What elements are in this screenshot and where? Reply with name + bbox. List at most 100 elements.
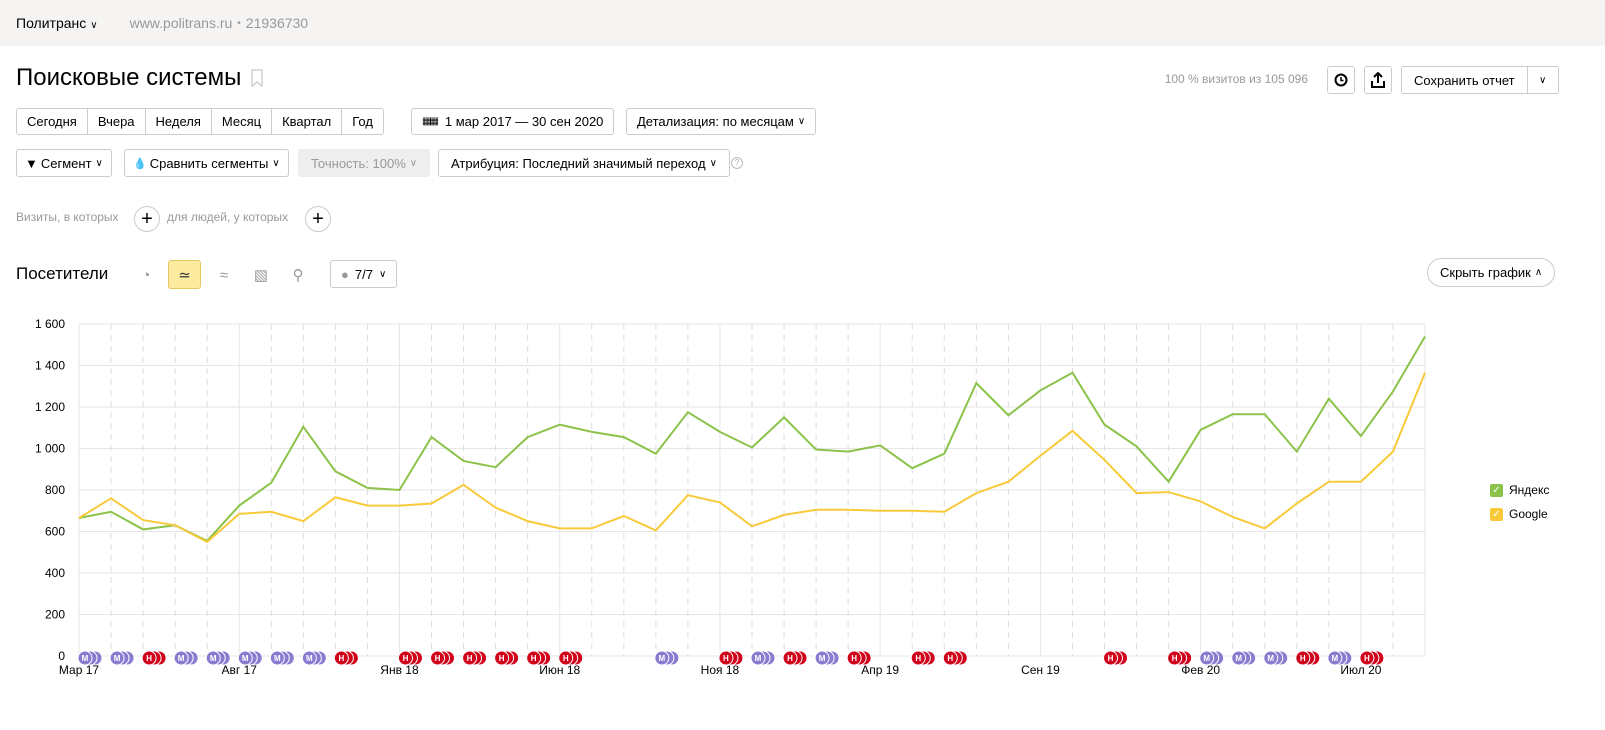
help-icon[interactable]: ? [731,157,743,169]
annotation-marker [654,650,670,666]
annotation-marker [1103,650,1119,666]
period-today[interactable]: Сегодня [16,108,88,135]
annotation-marker [526,650,542,666]
chevron-down-icon: ∨ [272,157,280,169]
people-filter-label: для людей, у которых [167,210,289,224]
filter-icon: ▼ [25,155,38,171]
drops-icon: 💧 [133,157,147,170]
annotation-label: Н [723,654,729,663]
chevron-down-icon: ∨ [797,116,806,127]
annotation-marker [237,650,253,666]
counter-selector[interactable]: Политранс ∨ [16,15,98,31]
annotation-marker [77,650,93,666]
x-tick-label: Сен 19 [1021,663,1060,677]
y-tick-label: 1 400 [35,359,65,373]
annotation-marker [558,650,574,666]
annotation-marker [910,650,926,666]
export-button[interactable] [1364,66,1392,94]
annotation-marker [846,650,862,666]
attribution-label: Атрибуция: Последний значимый переход [451,155,706,171]
annotation-marker [397,650,413,666]
chart-title: Посетители [16,264,109,283]
chart-type-pie[interactable]: ◔ [132,261,160,289]
period-quarter[interactable]: Квартал [271,108,343,135]
annotation-label: Н [947,654,953,663]
compare-segments-button[interactable]: 💧 Сравнить сегменты ∨ [124,149,289,177]
annotation-marker [1167,650,1183,666]
site-url: www.politrans.ru [129,15,233,31]
date-range-picker[interactable]: ▦▦ 1 мар 2017 — 30 сен 2020 [411,108,615,135]
add-people-condition-button[interactable]: + [305,206,331,232]
period-year[interactable]: Год [341,108,384,135]
annotation-marker [205,650,221,666]
line-chart: 0 200 400 600 800 1 000 1 200 1 400 1 600 Мар 17 А… [35,317,1426,677]
chart-type-area[interactable]: ≈ [210,261,238,289]
x-tick-label: Фев 20 [1181,663,1220,677]
separator: • [237,17,241,29]
annotation-label: М [819,654,826,663]
annotation-label: Н [146,654,152,663]
annotation-label: Н [467,654,473,663]
annotation-label: Н [1300,654,1306,663]
history-button[interactable] [1327,66,1355,94]
chart-type-line[interactable]: ≃ [168,260,201,289]
annotation-marker [1327,650,1343,666]
annotation-label: Н [338,654,344,663]
annotation-label: М [1267,654,1274,663]
area-chart-icon: ≈ [219,266,229,284]
annotation-label: М [274,654,281,663]
annotation-label: М [82,654,89,663]
annotation-marker [109,650,125,666]
annotation-label: Н [499,654,505,663]
x-tick-label: Июн 18 [539,663,580,677]
chart-type-map[interactable]: ⚲ [284,261,312,289]
counter-id: 21936730 [245,15,309,31]
detail-dropdown[interactable]: Детализация: по месяцам ∨ [626,108,817,135]
detail-label: Детализация: по месяцам [637,114,794,129]
annotation-marker [1295,650,1311,666]
save-report-button[interactable]: Сохранить отчет [1401,66,1528,94]
annotation-label: М [659,654,666,663]
period-yesterday[interactable]: Вчера [86,108,146,135]
chart-type-bar[interactable]: ▧ [247,261,275,289]
legend-item-yandex[interactable]: ✓ Яндекс [1490,483,1549,497]
page-title: Поисковые системы [16,64,242,91]
annotation-label: Н [563,654,569,663]
annotation-label: Н [787,654,793,663]
plus-icon: + [312,207,324,230]
annotation-label: Н [435,654,441,663]
bookmark-icon[interactable] [251,69,263,87]
segment-button[interactable]: ▼ Сегмент ∨ [16,149,112,177]
accuracy-label: Точность: 100% [311,155,406,171]
annotation-marker [462,650,478,666]
chevron-down-icon: ∨ [95,157,103,169]
notes-dropdown[interactable]: ● 7/7 ∨ [330,260,398,288]
period-month[interactable]: Месяц [210,108,273,135]
annotation-label: Н [531,654,537,663]
pie-chart-icon: ◔ [141,266,151,284]
save-report-dropdown[interactable]: ∨ [1526,66,1559,94]
y-tick-label: 1 000 [35,442,65,456]
y-tick-label: 400 [45,566,65,580]
annotation-marker [494,650,510,666]
y-tick-label: 600 [45,525,65,539]
chart-legend: ✓ Яндекс ✓ Google [1490,483,1549,531]
checkbox-checked-icon[interactable]: ✓ [1490,483,1503,497]
attribution-dropdown[interactable]: Атрибуция: Последний значимый переход ∨ [438,149,730,177]
annotation-label: М [114,654,121,663]
legend-item-google[interactable]: ✓ Google [1490,507,1549,521]
add-visit-condition-button[interactable]: + [134,206,160,232]
y-tick-label: 1 600 [35,317,65,331]
annotation-marker [141,650,157,666]
calendar-icon: ▦▦ [422,116,439,127]
hide-chart-button[interactable]: Скрыть график ∧ [1427,258,1556,287]
checkbox-checked-icon[interactable]: ✓ [1490,507,1503,521]
top-bar: Политранс ∨ www.politrans.ru • 21936730 [0,0,1605,46]
series-line-1 [78,372,1426,544]
annotation-marker [269,650,285,666]
annotation-label: М [178,654,185,663]
annotation-label: М [242,654,249,663]
accuracy-dropdown[interactable]: Точность: 100% ∨ [298,149,431,177]
period-week[interactable]: Неделя [144,108,212,135]
chevron-down-icon: ∨ [378,268,387,280]
